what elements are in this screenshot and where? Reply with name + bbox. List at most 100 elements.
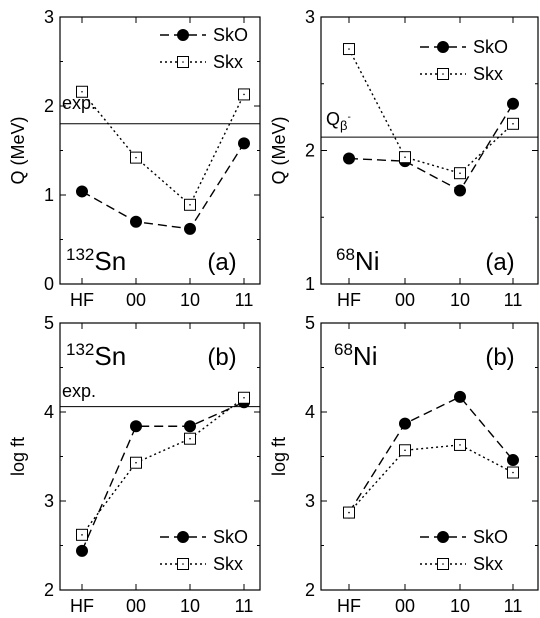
data-point-skx-dot	[135, 461, 137, 464]
data-point-skx-dot	[348, 511, 350, 514]
data-point-skx-dot	[243, 396, 245, 399]
data-point-sko	[454, 184, 466, 197]
legend-label-sko: SkO	[473, 37, 508, 57]
nucleus-symbol: Sn	[94, 246, 126, 276]
data-point-skx-dot	[243, 93, 245, 96]
y-tick-label: 2	[305, 141, 315, 161]
nucleus-label: 68Ni	[336, 245, 379, 276]
reference-label: Qβ-	[326, 109, 351, 133]
data-point-sko	[184, 222, 196, 235]
x-tick-label: HF	[337, 290, 361, 310]
series-line-skx	[81, 91, 245, 206]
x-tick-label: 10	[450, 290, 470, 310]
panel-tag: (a)	[485, 249, 514, 276]
legend-label-skx: Skx	[473, 64, 503, 84]
data-point-sko	[130, 215, 142, 228]
reference-label-main: Q	[326, 109, 340, 129]
legend-marker-skx-dot	[442, 73, 444, 75]
panel-tag: (b)	[485, 344, 514, 371]
legend-label-sko: SkO	[473, 527, 508, 547]
y-tick-label: 5	[305, 313, 315, 333]
nucleus-symbol: Ni	[353, 341, 378, 371]
y-axis-label: log ft	[269, 437, 289, 476]
panel-3: 2 3 4 5 HF 00 10 11 log ft exp. SkO Skx 132Sn (b)	[8, 313, 261, 616]
x-tick-label: HF	[337, 596, 361, 616]
reference-label-sup: -	[348, 112, 351, 123]
data-point-skx-dot	[512, 123, 514, 125]
nucleus-label: 132Sn	[66, 245, 126, 276]
data-point-skx-dot	[459, 444, 461, 446]
y-tick-label: 5	[44, 313, 54, 333]
series-line-skx	[348, 48, 514, 174]
x-tick-label: 10	[180, 290, 200, 310]
x-tick-label: 10	[450, 596, 470, 616]
data-point-sko	[76, 544, 88, 557]
series-line-skx	[348, 444, 514, 514]
data-point-skx-dot	[81, 90, 83, 93]
data-point-sko	[507, 454, 519, 467]
legend-label-skx: Skx	[473, 554, 503, 574]
x-tick-label: 00	[126, 596, 146, 616]
series-line-sko	[348, 103, 514, 192]
series-line-sko	[81, 143, 245, 230]
nucleus-symbol: Sn	[94, 341, 126, 371]
legend-label-sko: SkO	[213, 25, 248, 45]
series-line-sko	[348, 396, 514, 513]
x-tick-label: 00	[126, 290, 146, 310]
panel-tag: (b)	[207, 344, 236, 371]
reference-label: exp.	[62, 381, 96, 401]
x-tick-label: 10	[180, 596, 200, 616]
y-tick-label: 1	[44, 185, 54, 205]
data-point-sko	[454, 390, 466, 403]
data-point-skx-dot	[189, 437, 191, 440]
y-tick-label: 4	[305, 402, 315, 422]
data-point-sko	[76, 185, 88, 198]
legend-label-skx: Skx	[213, 554, 243, 574]
legend-marker-skx-dot	[182, 563, 184, 565]
data-point-skx-dot	[348, 48, 350, 50]
legend-marker-skx-dot	[442, 563, 444, 565]
data-point-skx-dot	[81, 534, 83, 536]
x-tick-label: 00	[395, 290, 415, 310]
data-point-sko	[130, 420, 142, 433]
reference-label-sub: β	[340, 118, 347, 133]
y-tick-label: 2	[305, 580, 315, 600]
reference-label: exp.	[62, 93, 96, 113]
y-tick-label: 0	[44, 274, 54, 294]
data-point-sko	[184, 420, 196, 433]
series-line-sko	[81, 401, 245, 552]
data-point-skx-dot	[404, 449, 406, 452]
y-tick-label: 4	[44, 402, 54, 422]
nucleus-label: 132Sn	[66, 340, 126, 371]
legend-marker-sko	[437, 41, 449, 53]
nucleus-mass: 68	[334, 340, 353, 359]
x-tick-label: 00	[395, 596, 415, 616]
y-tick-label: 2	[44, 580, 54, 600]
legend-label-skx: Skx	[213, 52, 243, 72]
x-tick-label: 11	[235, 290, 254, 310]
data-point-skx-dot	[512, 471, 514, 474]
y-tick-label: 3	[305, 491, 315, 511]
panel-2: 1 2 3 HF 00 10 11 Q (MeV) Qβ- SkO Skx 68Ni (a)	[269, 7, 539, 310]
data-point-sko	[399, 417, 411, 430]
y-tick-label: 2	[44, 96, 54, 116]
x-tick-label: HF	[70, 290, 94, 310]
nucleus-symbol: Ni	[355, 246, 380, 276]
series-line-skx	[81, 397, 245, 536]
nucleus-mass: 132	[66, 340, 94, 359]
x-tick-label: 11	[504, 596, 523, 616]
y-tick-label: 3	[44, 491, 54, 511]
data-point-sko	[507, 97, 519, 110]
y-axis-label: Q (MeV)	[8, 116, 28, 184]
x-tick-label: HF	[70, 596, 94, 616]
x-tick-label: 11	[235, 596, 254, 616]
legend-marker-sko	[177, 29, 189, 41]
panel-1: 0 1 2 3 HF 00 10 11 Q (MeV) exp. SkO Skx 132Sn (a)	[8, 7, 261, 310]
y-tick-label: 3	[305, 7, 315, 27]
legend-marker-sko	[177, 531, 189, 543]
legend-label-sko: SkO	[213, 527, 248, 547]
legend-marker-skx-dot	[182, 61, 184, 63]
y-tick-label: 1	[305, 274, 315, 294]
data-point-skx-dot	[135, 156, 137, 159]
